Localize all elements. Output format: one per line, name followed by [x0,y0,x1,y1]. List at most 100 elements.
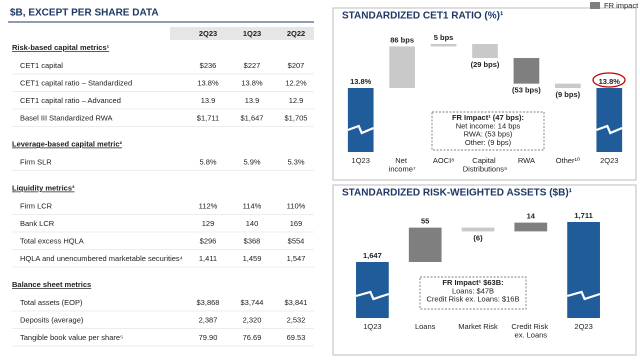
column-header: 2Q23 [199,29,217,38]
cell-value: 1,411 [199,254,217,263]
value-label: 14 [527,212,536,221]
category-label: 1Q23 [352,156,370,165]
delta-bar [389,46,415,88]
category-label: Capital Distributions⁹ [463,156,507,174]
value-label: 5 bps [434,33,454,42]
cell-value: 13.9 [201,96,216,105]
cell-value: 76.69 [243,333,262,342]
annotation-line: RWA: (53 bps) [464,130,513,139]
row-label: Bank LCR [20,219,55,228]
cell-value: $3,744 [241,298,264,307]
cell-value: 5.8% [199,157,216,166]
row-label: Firm SLR [20,157,52,166]
value-label: (53 bps) [512,86,541,95]
cell-value: 13.8% [241,78,263,87]
axis-break [347,124,374,135]
category-label: 2Q23 [574,322,592,331]
highlight-ring [592,72,626,88]
cell-value: 69.53 [287,333,306,342]
cell-value: 12.2% [285,78,307,87]
row-label: Total excess HQLA [20,236,84,245]
cell-value: $207 [288,61,305,70]
panel-rwa [332,184,637,356]
category-label: 1Q23 [363,322,381,331]
cell-value: 1,459 [243,254,262,263]
legend-label: FR impact [604,1,639,10]
cell-value: $236 [200,61,217,70]
row-label: CET1 capital ratio – Advanced [20,96,121,105]
cell-value: 79.90 [199,333,218,342]
value-label: 13.8% [599,77,621,86]
cell-value: $1,705 [285,113,308,122]
row-label: Deposits (average) [20,315,84,324]
total-bar [347,88,374,152]
cell-value: $3,841 [285,298,308,307]
value-label: (29 bps) [471,60,500,69]
row-label: CET1 capital ratio – Standardized [20,78,132,87]
total-bar [356,262,389,318]
panel-cet1 [332,7,637,181]
cell-value: 140 [246,219,259,228]
cell-value: $368 [244,236,261,245]
value-label: 1,647 [363,251,382,260]
category-label: Loans [415,322,436,331]
row-label: Total assets (EOP) [20,298,83,307]
cell-value: $1,711 [197,113,219,122]
legend-swatch [590,2,600,9]
section-heading: Balance sheet metrics [12,280,91,289]
annotation-line: Loans: $47B [452,286,494,295]
value-label: (9 bps) [556,90,581,99]
cell-value: $3,868 [197,298,220,307]
value-label: (6) [473,233,483,242]
cell-value: $296 [200,236,217,245]
axis-break [566,290,601,301]
chart-title: STANDARDIZED CET1 RATIO (%)¹ [342,11,504,22]
row-label: Tangible book value per share⁵ [20,333,123,342]
row-label: CET1 capital [20,61,63,70]
column-header: 1Q23 [243,29,261,38]
category-label: Market Risk [458,322,498,331]
delta-bar [472,44,498,59]
annotation-line: FR Impact¹ (47 bps): [452,113,524,122]
total-bar [596,88,623,152]
delta-bar [514,222,548,232]
category-label: Credit Risk ex. Loans [511,322,550,340]
cell-value: 2,532 [287,315,306,324]
section-heading: Risk-based capital metrics¹ [12,43,110,52]
category-label: RWA [518,156,535,165]
table-title: $B, EXCEPT PER SHARE DATA [10,8,159,19]
annotation-box [419,276,527,310]
row-label: Firm LCR [20,201,53,210]
cell-value: 5.3% [287,157,304,166]
annotation-line: Net income: 14 bps [456,121,521,130]
category-label: Net income⁷ [389,156,416,174]
total-bar [567,222,600,318]
value-label: 1,711 [574,211,592,220]
column-header-band [170,27,314,40]
section-heading: Leverage-based capital metric² [12,139,123,148]
chart-title: STANDARDIZED RISK-WEIGHTED ASSETS ($B)¹ [342,188,573,199]
value-label: 86 bps [390,35,414,44]
cell-value: $1,647 [241,113,264,122]
category-label: Other¹⁰ [556,156,580,165]
axis-break [596,124,623,135]
cell-value: 110% [287,201,306,210]
annotation-line: FR Impact¹ $63B: [442,278,503,287]
cell-value: 1,547 [287,254,306,263]
annotation-line: Credit Risk ex. Loans: $16B [427,295,520,304]
cell-value: 5.9% [243,157,260,166]
cell-value: 114% [243,201,262,210]
cell-value: 12.9 [289,96,304,105]
cell-value: $227 [244,61,261,70]
cell-value: 112% [199,201,218,210]
cell-value: 129 [202,219,215,228]
section-heading: Liquidity metrics³ [12,183,75,192]
cell-value: 2,387 [199,315,218,324]
axis-break [355,290,390,301]
cell-value: 13.9 [245,96,260,105]
delta-bar [430,44,457,47]
cell-value: 169 [290,219,303,228]
category-label: 2Q23 [600,156,618,165]
value-label: 13.8% [350,77,372,86]
